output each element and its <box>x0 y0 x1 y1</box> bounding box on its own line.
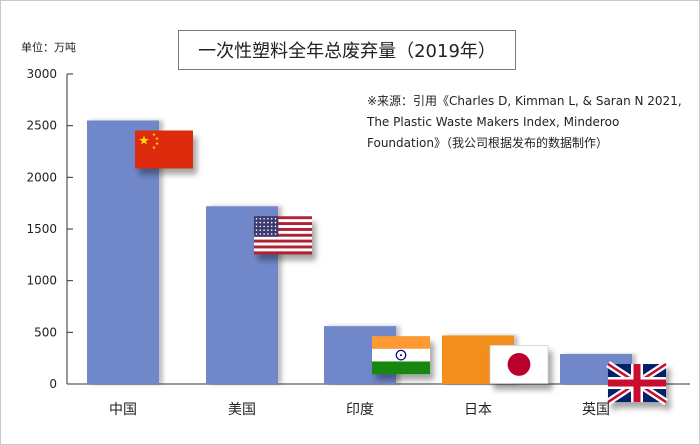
x-tick-label: 日本 <box>464 402 492 418</box>
x-axis-labels: 中国 美国 印度 日本 英国 <box>109 401 610 418</box>
india-flag-icon <box>372 336 430 375</box>
y-tick-label: 1000 <box>26 274 57 288</box>
x-tick-label: 美国 <box>228 402 256 418</box>
y-axis: 0 500 1000 1500 2000 2500 3000 <box>26 67 690 391</box>
x-tick-label: 英国 <box>582 401 610 418</box>
uk-flag-icon <box>606 361 668 405</box>
japan-flag-icon <box>489 345 549 384</box>
usa-flag-icon <box>254 216 312 255</box>
flags <box>135 130 668 405</box>
unit-label: 单位：万吨 <box>21 41 76 54</box>
y-tick-label: 500 <box>34 325 57 339</box>
x-tick-label: 印度 <box>346 402 374 418</box>
y-tick-label: 2500 <box>26 119 57 133</box>
y-tick-label: 2000 <box>26 170 57 184</box>
y-tick-label: 1500 <box>26 222 57 236</box>
china-flag-icon <box>135 130 193 169</box>
y-tick-label: 0 <box>49 377 57 391</box>
y-tick-label: 3000 <box>26 67 57 81</box>
x-tick-label: 中国 <box>109 402 137 418</box>
source-note: ※来源：引用《Charles D, Kimman L, & Saran N 20… <box>367 94 682 150</box>
chart-title: 一次性塑料全年总废弃量（2019年） <box>178 30 516 70</box>
